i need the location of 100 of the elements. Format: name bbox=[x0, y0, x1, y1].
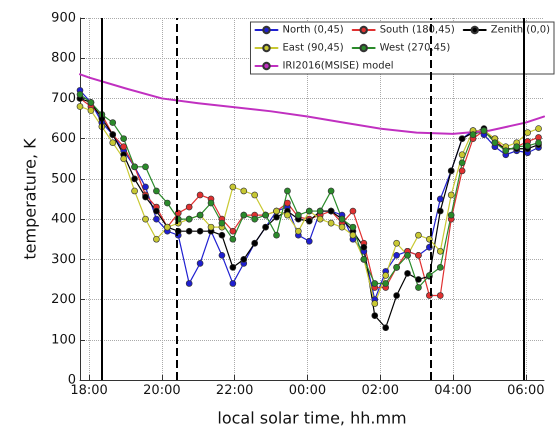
point bbox=[338, 224, 346, 230]
point bbox=[393, 252, 400, 259]
point bbox=[196, 228, 204, 234]
point bbox=[371, 312, 378, 319]
legend-label: IRI2016(MSISE) model bbox=[282, 60, 394, 72]
point bbox=[131, 188, 138, 194]
point bbox=[120, 155, 127, 162]
point bbox=[360, 244, 368, 251]
point bbox=[458, 160, 466, 166]
point bbox=[284, 212, 291, 218]
point bbox=[436, 196, 444, 202]
point bbox=[230, 236, 236, 243]
point bbox=[371, 280, 378, 287]
x-tick-label: 18:00 bbox=[70, 383, 108, 398]
point bbox=[284, 200, 291, 206]
point bbox=[273, 214, 280, 220]
point bbox=[448, 212, 454, 218]
point bbox=[109, 139, 116, 146]
point bbox=[328, 220, 334, 226]
y-axis-title: temperature, K bbox=[20, 138, 40, 260]
point bbox=[153, 208, 160, 214]
point bbox=[142, 184, 149, 190]
point bbox=[415, 284, 422, 291]
point bbox=[436, 264, 444, 271]
y-tick-label: 300 bbox=[51, 252, 76, 267]
point bbox=[196, 192, 204, 198]
x-tick-label: 22:00 bbox=[216, 383, 254, 398]
point bbox=[230, 184, 236, 190]
point bbox=[208, 200, 214, 206]
point bbox=[458, 168, 466, 174]
legend-label: West (270,45) bbox=[380, 42, 450, 54]
point bbox=[350, 232, 356, 238]
point bbox=[218, 232, 226, 238]
point bbox=[153, 216, 160, 222]
point bbox=[208, 224, 214, 230]
point bbox=[230, 264, 236, 271]
point bbox=[328, 188, 334, 194]
point bbox=[524, 129, 531, 136]
x-tick-label: 06:00 bbox=[507, 383, 545, 398]
point bbox=[76, 91, 84, 98]
point bbox=[218, 220, 226, 226]
point bbox=[240, 188, 248, 194]
point bbox=[436, 292, 444, 299]
point bbox=[535, 125, 542, 132]
x-tick-label: 20:00 bbox=[143, 383, 181, 398]
point bbox=[142, 164, 149, 170]
x-tick-label: 00:00 bbox=[288, 383, 326, 398]
y-tick-label: 700 bbox=[51, 90, 76, 106]
point bbox=[458, 151, 466, 158]
point bbox=[316, 216, 324, 222]
point bbox=[120, 143, 127, 150]
point bbox=[186, 204, 192, 210]
point bbox=[436, 208, 444, 214]
point bbox=[382, 324, 389, 332]
point bbox=[76, 103, 84, 110]
point bbox=[240, 256, 248, 263]
legend-label: East (90,45) bbox=[282, 42, 344, 54]
point bbox=[131, 176, 138, 182]
line-series bbox=[79, 73, 545, 135]
y-tick-label: 600 bbox=[51, 131, 76, 146]
point bbox=[273, 232, 280, 238]
point bbox=[350, 208, 356, 214]
point bbox=[524, 142, 531, 150]
point bbox=[382, 280, 389, 287]
y-tick-label: 400 bbox=[51, 212, 76, 227]
point bbox=[382, 272, 389, 279]
y-tick-label: 100 bbox=[51, 332, 76, 348]
point bbox=[153, 188, 160, 194]
point bbox=[415, 232, 422, 238]
x-axis-title: local solar time, hh.mm bbox=[217, 408, 407, 428]
point bbox=[415, 276, 422, 283]
point bbox=[306, 238, 313, 245]
point bbox=[404, 270, 411, 277]
point bbox=[142, 216, 149, 222]
y-tick-label: 800 bbox=[51, 50, 76, 66]
point bbox=[153, 236, 160, 243]
point bbox=[393, 240, 400, 247]
point bbox=[88, 107, 94, 114]
point bbox=[251, 216, 258, 222]
point bbox=[230, 228, 236, 234]
y-tick-label: 200 bbox=[51, 292, 76, 308]
point bbox=[436, 248, 444, 255]
point bbox=[120, 135, 127, 142]
legend-label: Zenith (0,0) bbox=[490, 24, 550, 36]
point bbox=[251, 192, 258, 198]
x-tick-label: 04:00 bbox=[434, 383, 472, 398]
point bbox=[284, 188, 291, 194]
point bbox=[371, 300, 378, 307]
y-tick-label: 900 bbox=[51, 10, 76, 26]
point bbox=[295, 228, 302, 234]
point bbox=[218, 252, 226, 259]
y-tick-label: 500 bbox=[51, 171, 76, 186]
point bbox=[164, 200, 171, 206]
point bbox=[230, 280, 236, 287]
point bbox=[350, 224, 356, 230]
point bbox=[448, 192, 454, 198]
point bbox=[186, 228, 192, 234]
point bbox=[196, 260, 204, 267]
point bbox=[393, 292, 400, 299]
point bbox=[186, 280, 192, 287]
